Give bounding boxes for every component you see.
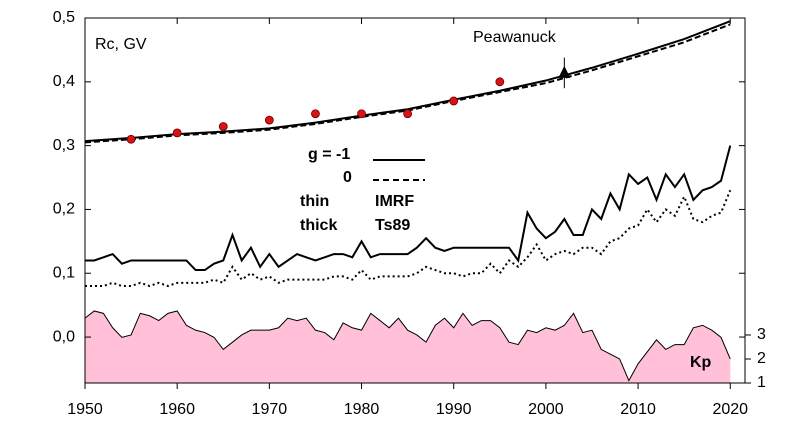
line <box>85 189 732 288</box>
annotation: Kp <box>690 354 712 371</box>
annotation: 0 <box>343 169 352 186</box>
dot-point <box>495 77 505 87</box>
dot-point <box>126 134 136 144</box>
annotation: thick <box>300 217 337 234</box>
y-tick-label: 0,2 <box>53 201 75 218</box>
x-tick-label: 1950 <box>67 401 103 418</box>
dot-point <box>449 96 459 106</box>
annotation: Ts89 <box>375 217 410 234</box>
dot-point <box>172 128 182 138</box>
y2-tick-label: 1 <box>757 374 766 391</box>
kp-area <box>85 310 731 383</box>
y-tick-label: 0,3 <box>53 137 75 154</box>
annotation: thin <box>300 193 329 210</box>
line <box>84 20 731 143</box>
dot-point <box>357 109 366 119</box>
annotation: g = -1 <box>308 146 350 163</box>
x-tick-label: 1970 <box>252 401 288 418</box>
x-tick-label: 1980 <box>344 401 380 418</box>
plot-frame <box>84 17 746 384</box>
y-tick-label: 0,1 <box>53 264 75 281</box>
x-tick-label: 2000 <box>528 401 564 418</box>
y-tick-label: 0,5 <box>53 9 75 26</box>
dot-point <box>218 122 228 131</box>
line <box>85 145 732 272</box>
y-tick-label: 0,4 <box>53 73 75 90</box>
x-tick-label: 1960 <box>159 401 195 418</box>
y2-tick-label: 3 <box>757 326 766 343</box>
triangle-point <box>558 65 571 78</box>
dot-point <box>403 109 413 119</box>
dot-point <box>264 115 274 125</box>
kp-outline <box>84 310 731 382</box>
x-tick-label: 2010 <box>620 401 656 418</box>
x-tick-label: 1990 <box>436 401 472 418</box>
plot-data <box>84 20 732 383</box>
y-tick-label: 0,0 <box>53 328 75 345</box>
legend-samples <box>373 159 425 181</box>
annotation: IMRF <box>375 193 414 210</box>
annotation: Peawanuck <box>473 29 557 46</box>
annotation: Rc, GV <box>95 36 147 53</box>
dot-point <box>311 109 320 119</box>
y2-tick-label: 2 <box>757 350 766 367</box>
x-tick-label: 2020 <box>712 401 748 418</box>
